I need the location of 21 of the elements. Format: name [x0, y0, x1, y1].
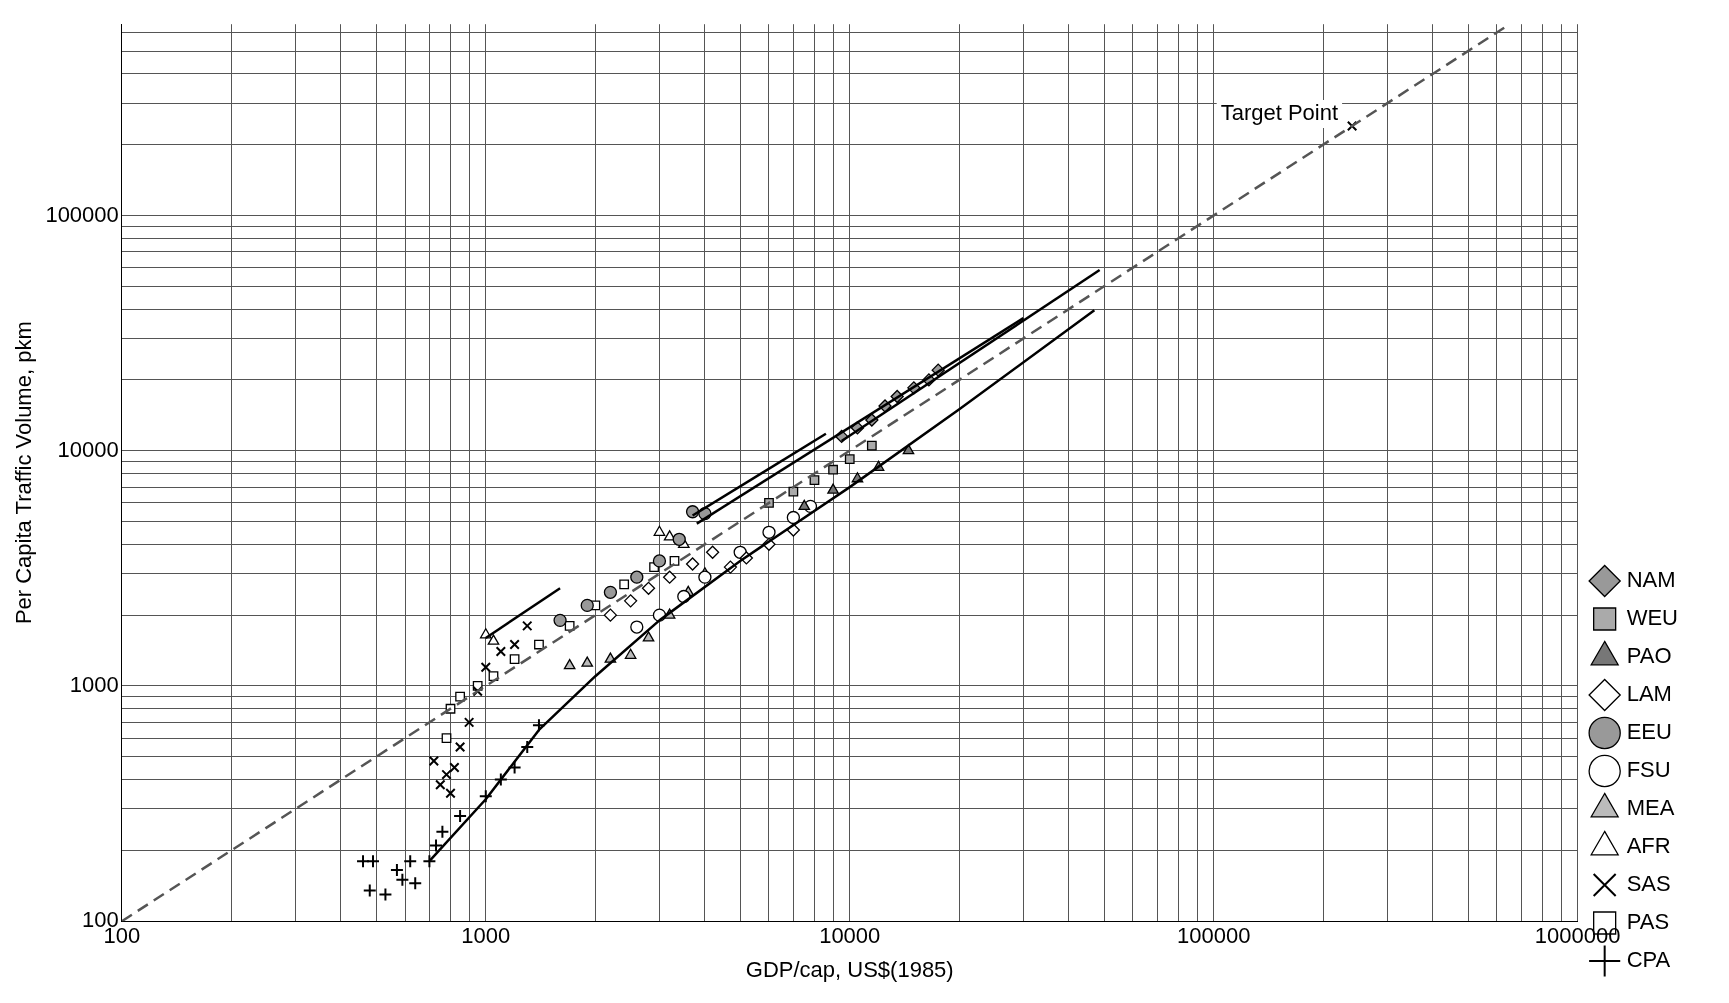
legend-label: EEU — [1626, 719, 1672, 745]
legend-label: MEA — [1626, 795, 1675, 821]
y-tick-label: 10000 — [57, 436, 119, 462]
y-tick-label: 1000 — [69, 672, 119, 698]
legend-label: WEU — [1626, 605, 1678, 631]
legend-label: CPA — [1626, 947, 1671, 973]
annotation: Target Point — [1220, 100, 1339, 126]
legend-label: LAM — [1626, 681, 1672, 707]
y-tick-label: 100000 — [45, 201, 119, 227]
y-axis-title: Per Capita Traffic Volume, pkm — [11, 321, 37, 625]
legend-label: PAS — [1626, 909, 1670, 935]
x-axis-title: GDP/cap, US$(1985) — [745, 956, 954, 982]
x-tick-label: 100000 — [1177, 923, 1251, 949]
legend-label: FSU — [1626, 757, 1671, 783]
legend-label: PAO — [1626, 643, 1672, 669]
x-tick-label: 1000 — [461, 923, 511, 949]
legend-label: AFR — [1626, 833, 1671, 859]
legend-label: NAM — [1626, 567, 1676, 593]
legend-label: SAS — [1626, 871, 1671, 897]
x-tick-label: 1000000 — [1534, 923, 1621, 949]
x-tick-label: 10000 — [819, 923, 881, 949]
